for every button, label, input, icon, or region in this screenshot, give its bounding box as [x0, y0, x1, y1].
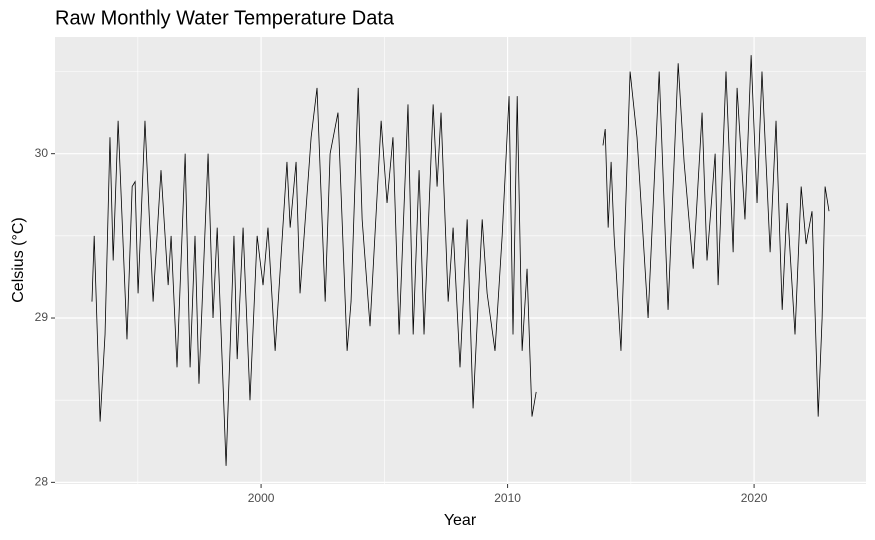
y-tick-label: 29 [35, 310, 49, 324]
y-tick-label: 28 [35, 475, 49, 489]
y-tick-label: 30 [35, 146, 49, 160]
x-tick-label: 2000 [248, 491, 275, 505]
plot-panel [55, 37, 866, 484]
x-tick-label: 2010 [494, 491, 521, 505]
line-series [91, 87, 537, 466]
x-axis-label: Year [444, 512, 477, 529]
chart-title: Raw Monthly Water Temperature Data [55, 7, 395, 29]
y-axis-label: Celsius (°C) [10, 217, 27, 303]
x-tick-label: 2020 [741, 491, 768, 505]
line-series [602, 55, 830, 417]
